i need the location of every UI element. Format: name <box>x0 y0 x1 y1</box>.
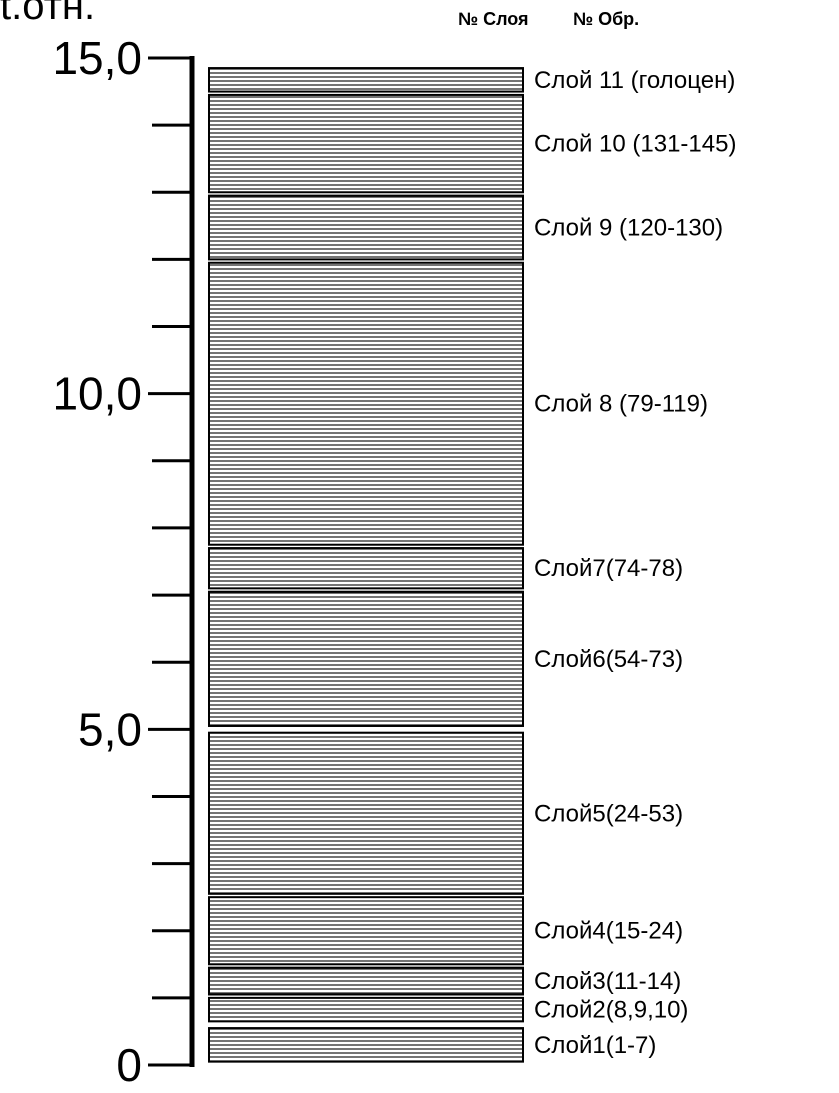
layer-label: Слой2(8,9,10) <box>534 997 688 1024</box>
layer-block <box>208 547 524 590</box>
tick-group <box>148 56 192 1067</box>
tick-label: 0 <box>116 1039 142 1091</box>
layer-block <box>208 896 524 966</box>
layer-block <box>208 590 524 727</box>
tick-label: 10,0 <box>52 368 142 420</box>
layer-label: Слой 9 (120-130) <box>534 215 723 242</box>
layer-block <box>208 194 524 261</box>
layer-label: Слой5(24-53) <box>534 800 683 827</box>
layer-label: Слой 11 (голоцен) <box>534 67 735 94</box>
layer-block <box>208 731 524 895</box>
header-layer-number: № Слоя <box>458 9 529 29</box>
header-sample-number: № Обр. <box>573 9 640 29</box>
tick-label: 5,0 <box>78 703 142 755</box>
layer-label: Слой1(1-7) <box>534 1032 656 1059</box>
layer-label: Слой6(54-73) <box>534 646 683 673</box>
layer-block <box>208 996 524 1023</box>
layer-block <box>208 261 524 546</box>
tick-label-group: 15,0 10,0 5,0 0 <box>52 32 142 1091</box>
layer-label: Слой 8 (79-119) <box>534 391 708 418</box>
layer-label-group: Слой1(1-7) Слой2(8,9,10)Слой3(11-14) Слой4… <box>534 67 736 1059</box>
tick-label: 15,0 <box>52 32 142 84</box>
layer-block <box>208 1027 524 1063</box>
layer-label: Слой7(74-78) <box>534 555 683 582</box>
layer-block <box>208 966 524 996</box>
layer-block <box>208 93 524 194</box>
layer-block <box>208 67 524 93</box>
axis-title: t.отн. <box>0 0 96 28</box>
layer-label: Слой3(11-14) <box>534 968 681 995</box>
layer-label: Слой4(15-24) <box>534 918 683 945</box>
layer-group <box>208 67 524 1063</box>
layer-label: Слой 10 (131-145) <box>534 131 736 158</box>
